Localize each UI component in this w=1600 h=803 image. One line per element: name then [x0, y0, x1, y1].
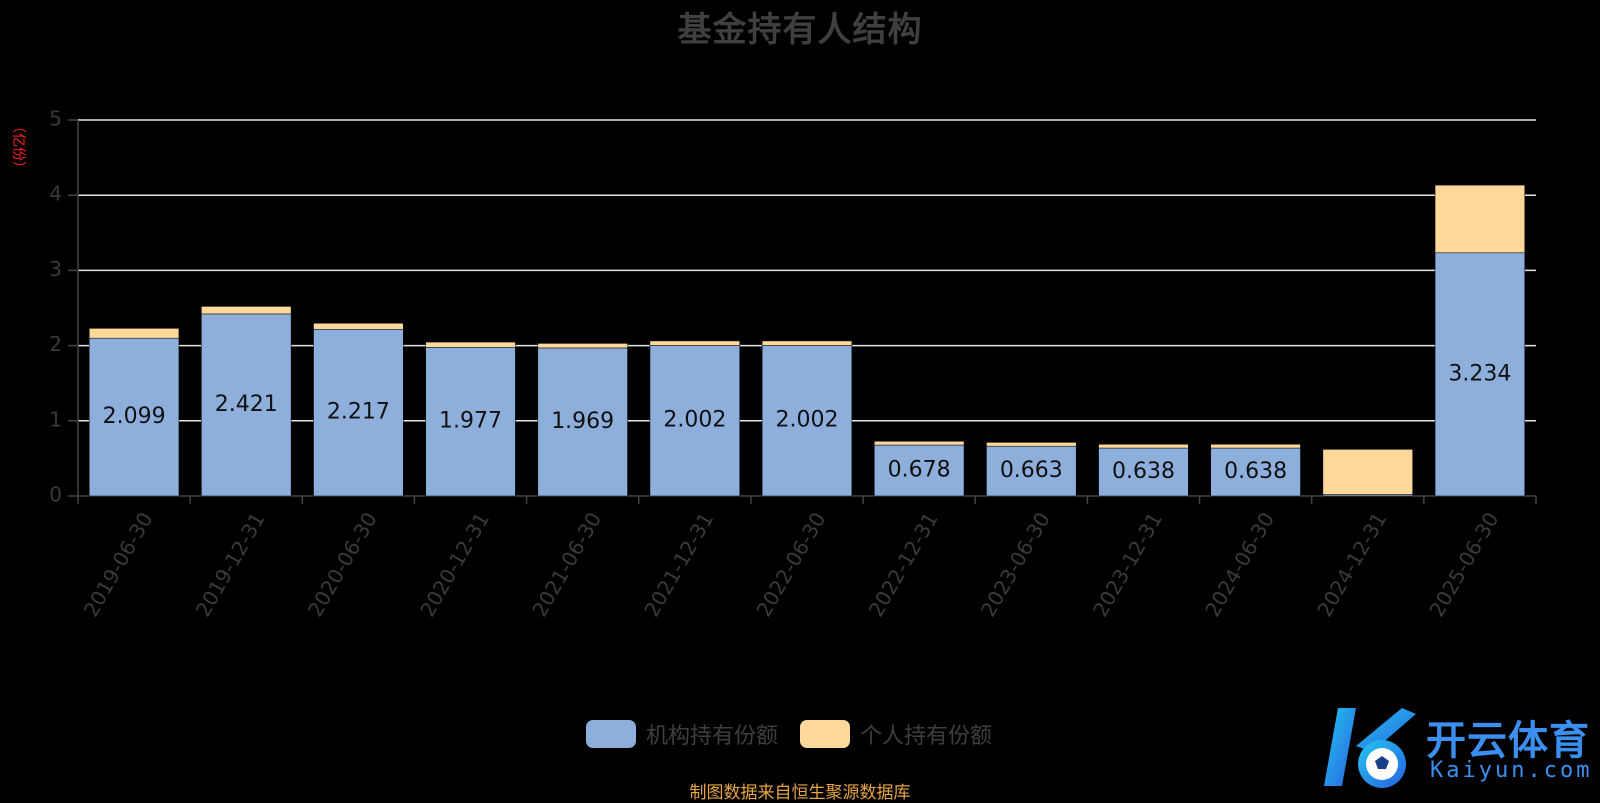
bar-institutional-2020-06-30	[313, 329, 404, 497]
x-tick-label-2019-12-31: 2019-12-31	[191, 508, 270, 621]
bar-institutional-2019-12-31	[201, 313, 292, 497]
bar-value-label-2021-12-31: 2.002	[663, 408, 726, 433]
bar-individual-2023-12-31	[1098, 444, 1189, 449]
x-tick-label-2024-06-30: 2024-06-30	[1200, 508, 1279, 621]
bar-value-label-2019-06-30: 2.099	[103, 404, 166, 429]
x-tick-label-2025-06-30: 2025-06-30	[1425, 508, 1504, 621]
x-tick-label-2022-12-31: 2022-12-31	[864, 508, 943, 621]
bar-institutional-2021-06-30	[537, 347, 628, 497]
y-tick-label-2: 2	[49, 332, 62, 356]
y-tick-label-5: 5	[49, 107, 62, 131]
bar-value-label-2022-12-31: 0.678	[888, 458, 951, 483]
bar-value-label-2020-06-30: 2.217	[327, 400, 390, 425]
y-tick-label-3: 3	[49, 257, 62, 281]
bar-individual-2019-06-30	[88, 328, 180, 339]
chart-title: 基金持有人结构	[677, 10, 923, 50]
bar-value-label-2022-06-30: 2.002	[776, 408, 839, 433]
legend-item-individual[interactable]: 个人持有份额	[800, 718, 992, 750]
y-tick-label-1: 1	[49, 407, 62, 431]
brand-url: Kaiyun.com	[1430, 758, 1593, 783]
x-tick-label-2023-12-31: 2023-12-31	[1088, 508, 1167, 621]
x-tick-label-2021-12-31: 2021-12-31	[639, 508, 718, 621]
x-tick-label-2023-06-30: 2023-06-30	[976, 508, 1055, 621]
bar-individual-2025-06-30	[1434, 184, 1526, 254]
bar-value-label-2020-12-31: 1.977	[439, 409, 502, 434]
x-tick-label-2022-06-30: 2022-06-30	[752, 508, 831, 621]
bar-institutional-2022-06-30	[761, 345, 853, 497]
bar-individual-2021-12-31	[649, 340, 740, 346]
bar-value-label-2024-06-30: 0.638	[1224, 459, 1287, 484]
bar-institutional-2021-12-31	[649, 345, 740, 497]
legend-label-institutional: 机构持有份额	[646, 724, 779, 749]
bar-chart: 0 1 2 3 4 5 2.099 2019-06-30 2.421 2019-12-31 2.21…	[49, 107, 1537, 621]
y-axis-unit-label: （亿份）	[10, 122, 26, 172]
bar-institutional-2019-06-30	[88, 337, 180, 497]
legend-item-institutional[interactable]: 机构持有份额	[586, 718, 778, 750]
bar-individual-2022-06-30	[761, 340, 853, 346]
bar-individual-2022-12-31	[874, 441, 965, 446]
x-tick-label-2020-12-31: 2020-12-31	[415, 508, 494, 621]
bar-institutional-2024-06-30	[1210, 447, 1301, 497]
bar-value-label-2025-06-30: 3.234	[1448, 361, 1511, 386]
x-tick-label-2021-06-30: 2021-06-30	[527, 508, 606, 621]
brand-name: 开云体育	[1426, 718, 1590, 764]
bar-individual-2019-12-31	[201, 306, 292, 315]
y-tick-label-0: 0	[49, 483, 62, 507]
bar-institutional-2022-12-31	[874, 444, 965, 497]
bar-individual-2021-06-30	[537, 343, 628, 349]
legend-swatch-individual	[800, 720, 851, 748]
bar-individual-2024-12-31	[1322, 449, 1413, 495]
bar-individual-2024-06-30	[1210, 444, 1301, 449]
bar-value-label-2023-12-31: 0.638	[1112, 459, 1175, 484]
legend-label-individual: 个人持有份额	[860, 724, 993, 749]
bar-individual-2023-06-30	[986, 442, 1077, 447]
k-soccer-logo-icon	[1324, 708, 1416, 788]
bar-individual-2020-12-31	[425, 341, 516, 348]
svg-text:（亿份）: （亿份）	[10, 122, 26, 172]
x-tick-label-2020-06-30: 2020-06-30	[303, 508, 382, 621]
x-tick-label-2024-12-31: 2024-12-31	[1312, 508, 1391, 621]
bar-individual-2020-06-30	[313, 323, 404, 330]
bar-institutional-2025-06-30	[1434, 252, 1526, 497]
bar-value-label-2021-06-30: 1.969	[551, 409, 614, 434]
bar-value-label-2019-12-31: 2.421	[215, 392, 278, 417]
legend-swatch-institutional	[586, 720, 636, 748]
y-tick-label-4: 4	[49, 182, 62, 206]
x-tick-label-2019-06-30: 2019-06-30	[79, 508, 158, 621]
brand-watermark: 开云体育 Kaiyun.com	[1316, 700, 1596, 800]
bar-institutional-2020-12-31	[425, 347, 516, 497]
data-source-note: 制图数据来自恒生聚源数据库	[689, 783, 911, 803]
bar-value-label-2023-06-30: 0.663	[1000, 458, 1063, 483]
legend: 机构持有份额 个人持有份额	[586, 718, 1014, 750]
